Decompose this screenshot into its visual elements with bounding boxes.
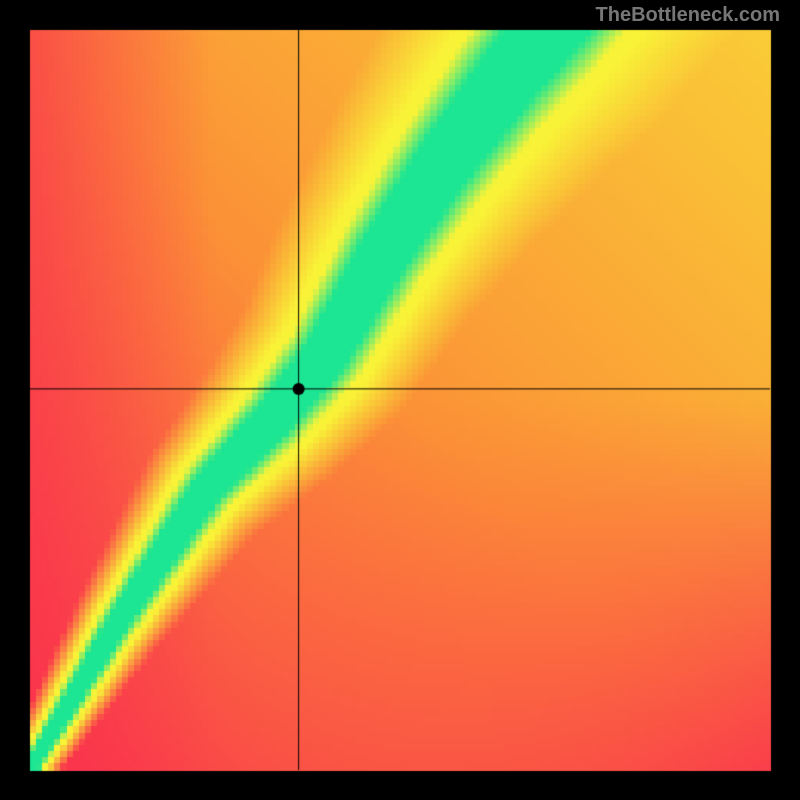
chart-container: TheBottleneck.com (0, 0, 800, 800)
heatmap-canvas (0, 0, 800, 800)
watermark-label: TheBottleneck.com (596, 4, 780, 27)
